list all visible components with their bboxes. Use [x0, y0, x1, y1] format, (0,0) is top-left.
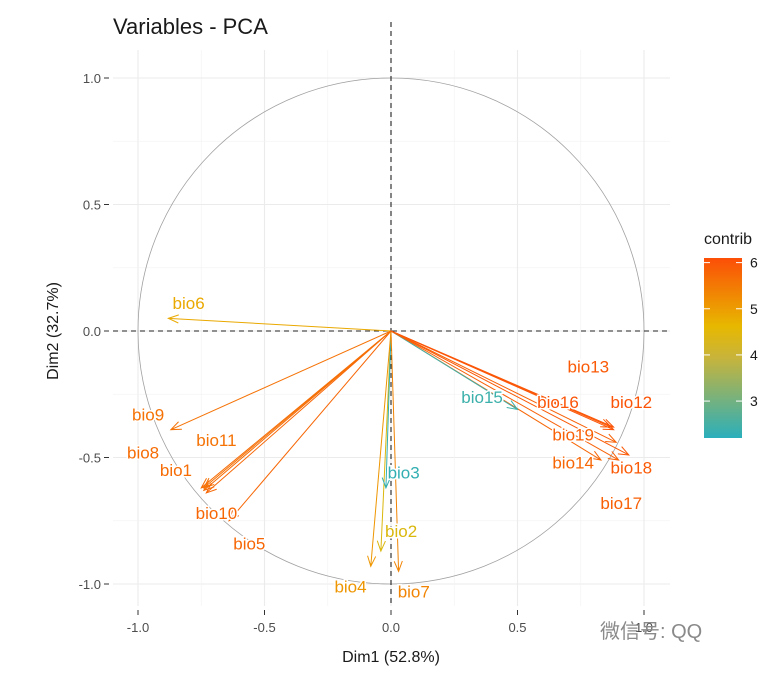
arrowhead-icon: [202, 477, 215, 489]
variable-labels: bio1 bio2 bio3 bio4 bio5 bio6 bio7 bio8 bio9 bio1…: [125, 293, 653, 603]
y-tick-label: 0.0: [83, 324, 101, 339]
arrowhead-icon: [607, 451, 620, 461]
arrowhead-icon: [202, 480, 215, 492]
arrow-bio9: [170, 330, 392, 431]
y-axis-label: Dim2 (32.7%): [45, 282, 62, 380]
x-tick-label: 0.0: [382, 620, 400, 635]
label-bio3: bio3: [388, 464, 420, 483]
label-bio12: bio12: [611, 393, 653, 412]
label-bio10: bio10: [196, 504, 238, 523]
arrow-bio17: [390, 330, 619, 461]
legend-title: contrib: [704, 231, 752, 248]
label-bio7: bio7: [398, 583, 430, 602]
axes: -1.0 -0.5 0.0 0.5 1.0 1.0 0.5 0.0 -0.5 -1.0: [79, 22, 670, 635]
label-bio6: bio6: [173, 294, 205, 313]
arrowhead-icon: [617, 446, 631, 456]
variable-arrows: [167, 314, 631, 573]
arrow-bio2: [380, 330, 392, 552]
legend-tick-label: 3: [750, 393, 758, 409]
arrow-bio5: [228, 330, 392, 522]
label-bio19: bio19: [552, 426, 594, 445]
arrowhead-icon: [590, 450, 603, 461]
label-bio1: bio1: [160, 461, 192, 480]
legend-tick-label: 5: [750, 301, 758, 317]
arrow-bio16: [390, 330, 614, 431]
label-bio8: bio8: [127, 443, 159, 462]
x-tick-label: 1.0: [635, 620, 653, 635]
y-tick-label: -0.5: [79, 451, 101, 466]
label-bio17: bio17: [600, 494, 642, 513]
arrowhead-icon: [602, 421, 615, 431]
watermark: 微信号: QQ: [600, 621, 703, 643]
y-tick-label: 0.5: [83, 198, 101, 213]
y-tick-label: -1.0: [79, 577, 101, 592]
y-tick-label: 1.0: [83, 71, 101, 86]
x-tick-label: -1.0: [127, 620, 149, 635]
label-bio18: bio18: [611, 459, 653, 478]
arrow-bio3: [385, 330, 392, 488]
arrowhead-icon: [381, 477, 391, 490]
arrowhead-icon: [169, 421, 182, 431]
label-bio13: bio13: [568, 357, 610, 376]
arrowhead-icon: [228, 510, 240, 522]
arrowhead-icon: [376, 540, 386, 553]
x-tick-label: -0.5: [253, 620, 275, 635]
arrowhead-icon: [605, 433, 618, 443]
arrow-bio11: [203, 330, 392, 489]
label-bio2: bio2: [385, 522, 417, 541]
arrow-bio7: [390, 330, 400, 572]
arrow-bio19: [390, 330, 617, 443]
label-bio9: bio9: [132, 405, 164, 424]
arrow-bio10: [205, 330, 392, 494]
x-axis-label: Dim1 (52.8%): [342, 649, 440, 666]
label-bio14: bio14: [552, 454, 594, 473]
legend-tick-label: 4: [750, 347, 758, 363]
label-bio4: bio4: [334, 578, 366, 597]
arrowhead-icon: [200, 477, 212, 489]
arrowhead-icon: [393, 560, 403, 573]
legend-tick-label: 6: [750, 255, 758, 271]
arrow-bio18: [390, 330, 630, 456]
legend-colorbar: [704, 258, 742, 438]
label-bio15: bio15: [461, 388, 503, 407]
label-bio5: bio5: [233, 535, 265, 554]
x-tick-label: 0.5: [508, 620, 526, 635]
contrib-legend: contrib 6 5 4 3: [704, 231, 758, 438]
arrowhead-icon: [367, 555, 377, 568]
label-bio16: bio16: [537, 393, 579, 412]
arrow-bio6: [168, 317, 392, 332]
arrowhead-icon: [167, 314, 179, 324]
arrow-bio15: [390, 330, 518, 410]
arrowhead-icon: [506, 400, 519, 411]
arrow-bio4: [370, 330, 392, 567]
label-bio11: bio11: [196, 431, 236, 450]
chart-title: Variables - PCA: [113, 14, 268, 39]
